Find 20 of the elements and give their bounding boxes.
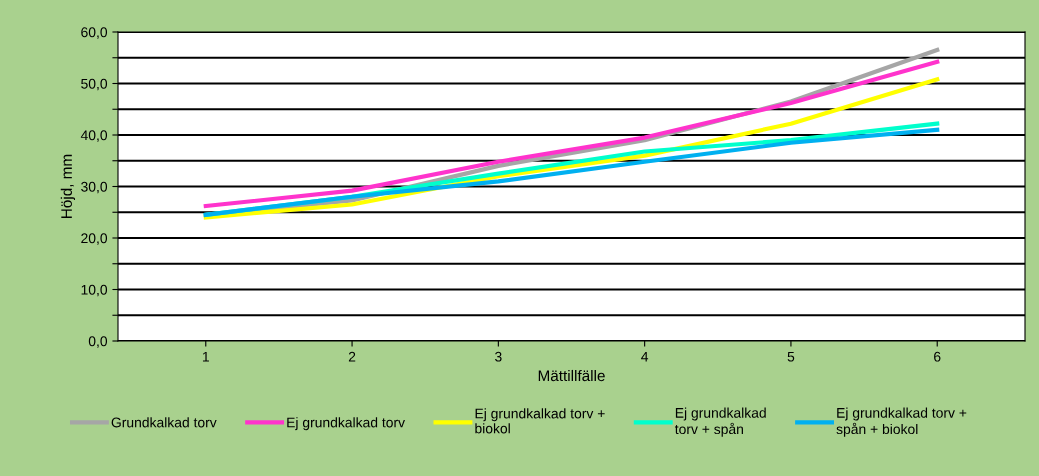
x-tick-label: 4 xyxy=(641,351,649,362)
x-tick-label: 1 xyxy=(202,351,209,362)
y-tick-label: 10,0 xyxy=(81,284,108,297)
y-tick-label: 50,0 xyxy=(81,78,108,91)
x-tick-label: 3 xyxy=(495,351,502,362)
legend-label: Ej grundkalkad torv + biokol xyxy=(475,408,605,434)
y-tick-label: 40,0 xyxy=(80,130,108,142)
x-tick-label: 6 xyxy=(934,351,941,362)
y-axis-title: Höjd, mm xyxy=(60,154,75,218)
legend-label: Grundkalkad torv xyxy=(111,417,217,428)
x-tick-label: 5 xyxy=(787,351,795,362)
y-tick-label: 20,0 xyxy=(81,233,108,245)
legend-label: Ej grundkalkad torv + spån xyxy=(674,407,766,437)
legend-label: Ej grundkalkad torv + spån + biokol xyxy=(836,407,967,437)
y-tick-label: 60,0 xyxy=(81,27,108,39)
x-axis-title: Mättillfälle xyxy=(538,369,605,382)
x-tick-label: 2 xyxy=(348,351,356,362)
y-tick-label: 30,0 xyxy=(81,181,108,194)
legend-label: Ej grundkalkad torv xyxy=(287,417,405,431)
y-tick-label: 0,0 xyxy=(88,336,108,348)
